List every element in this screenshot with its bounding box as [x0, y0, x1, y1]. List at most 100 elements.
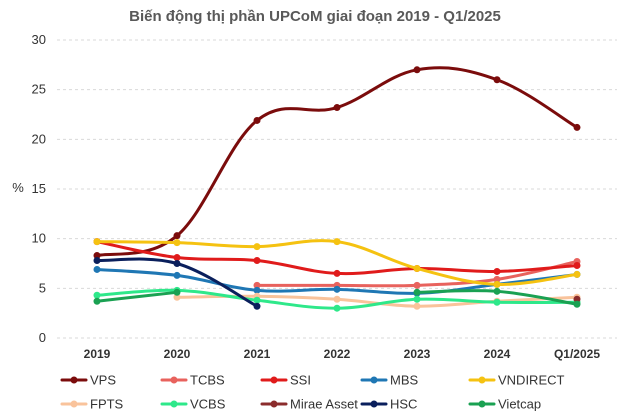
legend-swatch-marker [270, 400, 278, 408]
x-tick-label: 2024 [484, 347, 511, 361]
legend-label: SSI [290, 373, 311, 388]
data-point [253, 281, 261, 289]
data-point [413, 288, 421, 296]
data-point [493, 298, 501, 306]
data-point [413, 302, 421, 310]
x-tick-label: 2021 [244, 347, 271, 361]
data-point [173, 232, 181, 240]
data-point [573, 295, 581, 303]
series-vndirect [93, 238, 581, 288]
y-tick-label: 10 [32, 231, 46, 246]
data-point [413, 66, 421, 74]
legend-label: VPS [90, 373, 116, 388]
legend: VPS TCBS SSI MBS VNDIRECT FPTS VCBS Mirae Asset… [60, 373, 565, 412]
legend-label: TCBS [190, 373, 225, 388]
x-tick-label: Q1/2025 [554, 347, 600, 361]
y-tick-label: 5 [39, 280, 46, 295]
data-point [333, 104, 341, 112]
data-point [333, 304, 341, 312]
legend-swatch-marker [478, 376, 486, 384]
legend-item-mbs: MBS [360, 373, 419, 388]
data-point [573, 270, 581, 278]
x-tick-label: 2022 [324, 347, 351, 361]
series-line [95, 66, 579, 258]
legend-item-ssi: SSI [260, 373, 311, 388]
series-tcbs [253, 258, 581, 289]
data-point [493, 275, 501, 283]
data-point [173, 288, 181, 296]
x-tick-label: 2023 [404, 347, 431, 361]
data-point [253, 302, 261, 310]
legend-label: MBS [390, 373, 419, 388]
series-mirae-asset [573, 295, 581, 303]
data-point [413, 295, 421, 303]
data-point [493, 287, 501, 295]
legend-swatch-marker [70, 376, 78, 384]
y-tick-label: 25 [32, 82, 46, 97]
data-point [493, 267, 501, 275]
data-point [493, 280, 501, 288]
data-point [253, 296, 261, 304]
legend-item-fpts: FPTS [60, 397, 124, 412]
y-tick-label: 30 [32, 32, 46, 47]
data-point [413, 281, 421, 289]
data-point [333, 295, 341, 303]
legend-swatch-marker [478, 400, 486, 408]
legend-label: Vietcap [498, 397, 541, 412]
series-line [95, 240, 579, 276]
legend-swatch-marker [370, 400, 378, 408]
x-axis-ticks: 2019 2020 2021 2022 2023 2024 Q1/2025 [84, 347, 601, 361]
data-point [93, 257, 101, 265]
data-point [253, 243, 261, 251]
legend-swatch-marker [370, 376, 378, 384]
data-point [93, 252, 101, 260]
data-point [333, 285, 341, 293]
y-tick-label: 20 [32, 131, 46, 146]
y-axis-label: % [12, 180, 24, 195]
data-point [93, 297, 101, 305]
data-point [253, 116, 261, 124]
x-tick-label: 2019 [84, 347, 111, 361]
legend-item-mirae-asset: Mirae Asset [260, 397, 358, 412]
data-point [173, 260, 181, 267]
legend-swatch-marker [170, 400, 178, 408]
legend-label: HSC [390, 397, 417, 412]
grid-lines [57, 39, 617, 339]
data-point [93, 238, 101, 246]
legend-label: Mirae Asset [290, 397, 358, 412]
series-vietcap [93, 287, 581, 308]
series-line [95, 290, 179, 303]
data-point [573, 300, 581, 308]
legend-swatch-marker [170, 376, 178, 384]
data-point [173, 239, 181, 247]
data-point [173, 293, 181, 301]
data-point [93, 291, 101, 299]
legend-item-vietcap: Vietcap [468, 397, 541, 412]
y-tick-label: 15 [32, 181, 46, 196]
data-point [573, 123, 581, 131]
legend-item-tcbs: TCBS [160, 373, 225, 388]
data-point [173, 271, 181, 279]
data-point [333, 269, 341, 277]
legend-label: VNDIRECT [498, 373, 565, 388]
legend-item-vndirect: VNDIRECT [468, 373, 565, 388]
data-point [253, 286, 261, 294]
legend-item-vcbs: VCBS [160, 397, 226, 412]
data-point [333, 238, 341, 246]
legend-item-hsc: HSC [360, 397, 417, 412]
data-point [413, 264, 421, 272]
data-point [493, 76, 501, 84]
data-point [93, 265, 101, 273]
series-group [93, 66, 581, 312]
series-vps [93, 66, 581, 260]
chart-title: Biến động thị phần UPCoM giai đoạn 2019 … [129, 8, 501, 25]
legend-swatch-marker [270, 376, 278, 384]
data-point [253, 257, 261, 265]
legend-item-vps: VPS [60, 373, 116, 388]
legend-label: VCBS [190, 397, 226, 412]
data-point [573, 261, 581, 269]
legend-swatch-marker [70, 400, 78, 408]
y-axis-ticks: 0 5 10 15 20 25 30 [32, 32, 46, 345]
y-tick-label: 0 [39, 330, 46, 345]
